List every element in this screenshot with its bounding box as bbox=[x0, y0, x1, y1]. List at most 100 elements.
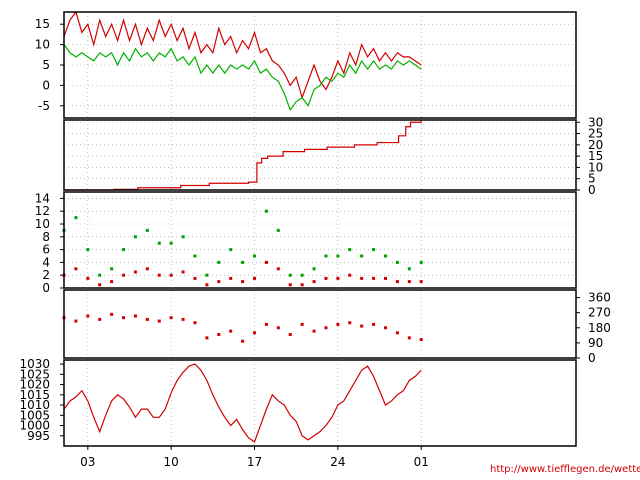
data-point bbox=[276, 326, 280, 330]
data-point bbox=[145, 267, 149, 271]
y-tick-label: 20 bbox=[588, 138, 603, 152]
data-point bbox=[241, 280, 245, 284]
y-tick-label: 14 bbox=[35, 191, 50, 205]
panel-frame bbox=[63, 289, 577, 359]
data-point bbox=[145, 317, 149, 321]
x-tick-label: 24 bbox=[330, 455, 345, 469]
data-point bbox=[181, 317, 185, 321]
data-point bbox=[217, 260, 221, 264]
y-tick-label: 25 bbox=[588, 127, 603, 141]
x-tick-label: 01 bbox=[414, 455, 429, 469]
x-tick-label: 10 bbox=[164, 455, 179, 469]
data-point bbox=[157, 273, 161, 277]
data-point bbox=[395, 331, 399, 335]
data-point bbox=[264, 209, 268, 213]
data-point bbox=[336, 276, 340, 280]
y-tick-label: 1010 bbox=[19, 398, 50, 412]
data-point bbox=[407, 267, 411, 271]
chart-panel-0: -5 0 5 10 15 bbox=[35, 10, 577, 119]
data-point bbox=[383, 254, 387, 258]
chart-panels: -505101505101520253002468101214090180270… bbox=[19, 10, 611, 447]
data-point bbox=[241, 339, 245, 343]
data-point bbox=[229, 248, 233, 252]
y-tick-label: 0 bbox=[588, 183, 596, 197]
data-point bbox=[157, 319, 161, 323]
data-point bbox=[395, 260, 399, 264]
y-tick-label: 1020 bbox=[19, 378, 50, 392]
data-point bbox=[74, 267, 78, 271]
data-point bbox=[133, 314, 137, 318]
data-point bbox=[395, 280, 399, 284]
y-tick-label: 15 bbox=[588, 149, 603, 163]
data-point bbox=[348, 273, 352, 277]
series-line-0-0 bbox=[63, 10, 422, 100]
data-point bbox=[181, 235, 185, 239]
data-point bbox=[372, 248, 376, 252]
data-point bbox=[372, 276, 376, 280]
data-point bbox=[193, 254, 197, 258]
data-point bbox=[288, 273, 292, 277]
y-tick-label: 0 bbox=[42, 281, 50, 295]
data-point bbox=[264, 260, 268, 264]
y-tick-label: -5 bbox=[38, 99, 50, 113]
data-point bbox=[419, 280, 423, 284]
data-point bbox=[383, 276, 387, 280]
data-point bbox=[217, 280, 221, 284]
y-tick-label: 1015 bbox=[19, 388, 50, 402]
data-point bbox=[407, 336, 411, 340]
data-point bbox=[157, 241, 161, 245]
data-point bbox=[98, 317, 102, 321]
data-point bbox=[217, 332, 221, 336]
data-point bbox=[169, 241, 173, 245]
data-point bbox=[205, 336, 209, 340]
series-points-3-0 bbox=[62, 312, 423, 343]
data-point bbox=[253, 276, 257, 280]
data-point bbox=[205, 273, 209, 277]
y-tick-label: 10 bbox=[35, 38, 50, 52]
data-point bbox=[312, 280, 316, 284]
data-point bbox=[300, 273, 304, 277]
y-tick-label: 180 bbox=[588, 321, 611, 335]
data-point bbox=[86, 314, 90, 318]
data-point bbox=[145, 228, 149, 232]
data-point bbox=[324, 254, 328, 258]
data-point bbox=[193, 276, 197, 280]
data-point bbox=[324, 326, 328, 330]
y-tick-label: 12 bbox=[35, 204, 50, 218]
data-point bbox=[169, 316, 173, 320]
data-point bbox=[336, 254, 340, 258]
source-url-text: http://www.tiefflegen.de/wetter/ bbox=[490, 464, 640, 475]
data-point bbox=[276, 267, 280, 271]
data-point bbox=[205, 283, 209, 287]
data-point bbox=[229, 329, 233, 333]
data-point bbox=[241, 260, 245, 264]
data-point bbox=[98, 283, 102, 287]
y-tick-label: 1030 bbox=[19, 357, 50, 371]
x-tick-label: 03 bbox=[80, 455, 95, 469]
y-tick-label: 0 bbox=[42, 78, 50, 92]
data-point bbox=[229, 276, 233, 280]
data-point bbox=[253, 254, 257, 258]
data-point bbox=[324, 276, 328, 280]
data-point bbox=[264, 322, 268, 326]
y-tick-label: 5 bbox=[42, 58, 50, 72]
panel-frame bbox=[63, 119, 577, 191]
data-point bbox=[419, 338, 423, 342]
y-tick-label: 1005 bbox=[19, 408, 50, 422]
data-point bbox=[407, 280, 411, 284]
panel-frame bbox=[63, 191, 577, 289]
y-tick-label: 5 bbox=[588, 172, 596, 186]
y-tick-label: 30 bbox=[588, 115, 603, 129]
data-point bbox=[288, 283, 292, 287]
data-point bbox=[74, 319, 78, 323]
data-point bbox=[360, 254, 364, 258]
data-point bbox=[133, 270, 137, 274]
x-tick-label: 17 bbox=[247, 455, 262, 469]
y-tick-label: 1000 bbox=[19, 419, 50, 433]
data-point bbox=[181, 270, 185, 274]
data-point bbox=[312, 329, 316, 333]
y-tick-label: 6 bbox=[42, 243, 50, 257]
